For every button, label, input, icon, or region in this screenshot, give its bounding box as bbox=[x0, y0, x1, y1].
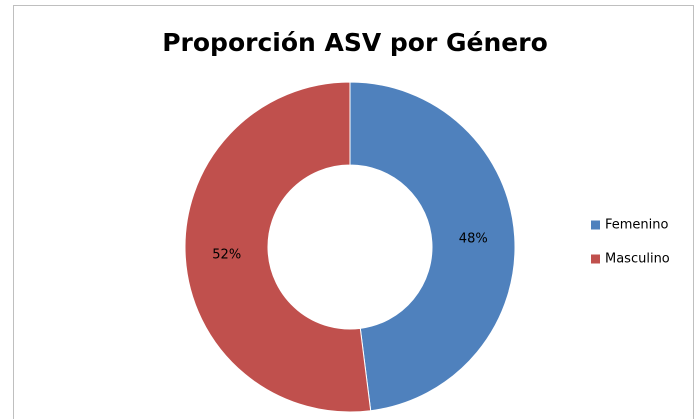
data-label: 52% bbox=[212, 247, 241, 262]
legend-label: Masculino bbox=[605, 252, 670, 267]
donut-slice bbox=[349, 81, 516, 412]
legend-label: Femenino bbox=[605, 218, 669, 233]
legend-swatch bbox=[591, 254, 600, 264]
chart-title: Proporción ASV por Género bbox=[162, 28, 548, 57]
donut-slice bbox=[184, 81, 372, 413]
data-label: 48% bbox=[459, 232, 488, 247]
legend-swatch bbox=[591, 220, 600, 230]
